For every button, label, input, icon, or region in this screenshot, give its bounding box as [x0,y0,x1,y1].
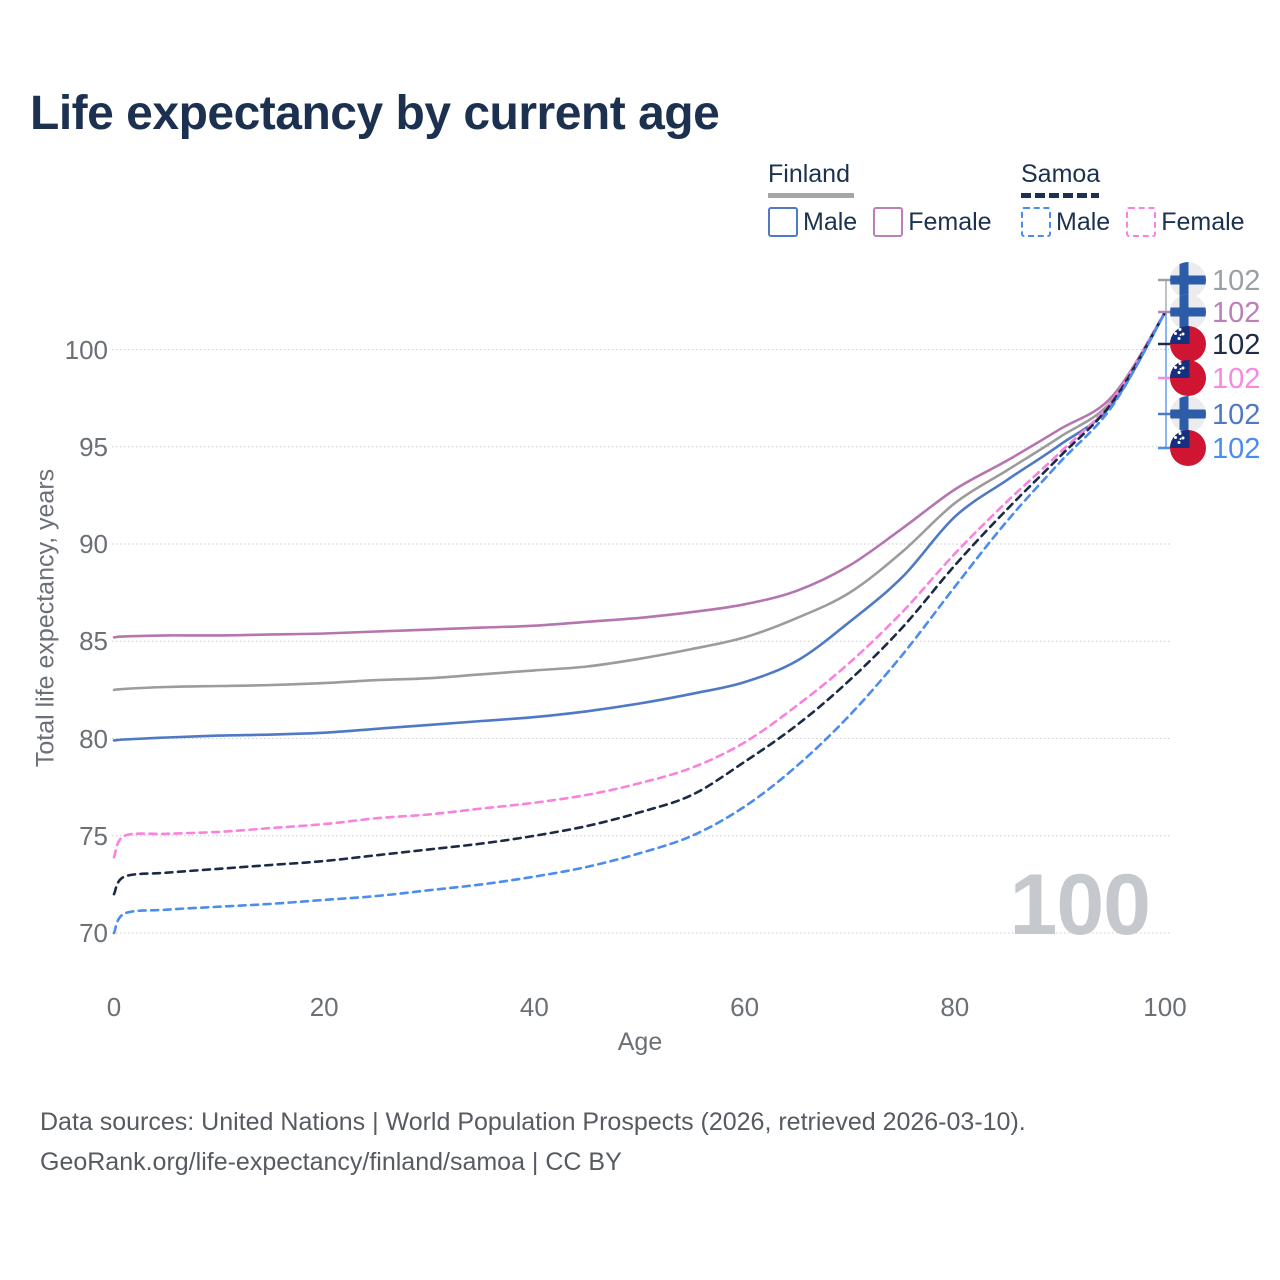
end-value-label-finland_female: 102 [1212,297,1260,329]
samoa-male-swatch-icon [1021,207,1051,237]
series-finland_male-line[interactable] [112,311,1167,742]
legend-item-label: Male [1056,207,1111,236]
x-tick-label-80: 80 [940,992,970,1022]
legend-item-label: Female [1161,207,1245,236]
legend-item-finland-male[interactable]: Male [768,207,857,237]
attribution-note: GeoRank.org/life-expectancy/finland/samo… [40,1148,622,1176]
legend-item-finland-female[interactable]: Female [873,207,992,237]
legend-items-samoa: Male Female [1021,207,1245,237]
x-axis-title: Age [617,1028,663,1056]
y-tick-label-85: 85 [79,626,108,657]
end-value-label-samoa_female: 102 [1212,363,1260,395]
series-samoa_male-line[interactable] [112,311,1167,935]
leader-line-down [1165,312,1170,449]
legend-line-sample-samoa [1021,193,1099,198]
legend-items-finland: Male Female [768,207,992,237]
flag-finland-icon [1170,262,1206,298]
finland-female-swatch-icon [873,207,904,237]
x-tick-label-20: 20 [309,992,339,1022]
finland-male-swatch-icon [768,207,798,237]
page-title: Life expectancy by current age [30,87,720,140]
y-tick-label-80: 80 [79,723,108,754]
legend-line-sample-finland [768,193,854,198]
end-value-label-samoa_male: 102 [1212,433,1260,465]
flag-samoa-icon [1170,430,1206,466]
legend-item-label: Male [803,207,858,236]
y-tick-label-90: 90 [79,529,108,559]
end-value-label-finland_total: 102 [1212,265,1260,297]
series-finland_female-line[interactable] [112,311,1167,639]
age-counter-watermark: 100 [1009,857,1151,953]
legend-item-samoa-male[interactable]: Male [1021,207,1110,237]
flag-samoa-icon [1170,326,1206,362]
legend-item-samoa-female[interactable]: Female [1126,207,1245,237]
series-samoa_female-line[interactable] [112,311,1167,859]
legend-item-label: Female [908,207,992,236]
x-tick-label-100: 100 [1143,992,1187,1022]
end-value-label-samoa_total: 102 [1212,329,1260,361]
x-tick-label-60: 60 [730,992,760,1022]
x-tick-label-40: 40 [519,992,549,1022]
y-tick-label-70: 70 [79,918,108,948]
legend-country-label-finland: Finland [768,160,850,188]
leader-line-up [1165,279,1170,314]
data-sources-note: Data sources: United Nations | World Pop… [40,1108,1026,1136]
flag-finland-icon [1170,294,1206,330]
legend-group-samoa: Samoa Male Female [1021,160,1245,237]
series-lines [112,311,1167,935]
end-label-leader-lines [1158,278,1170,450]
gridlines [112,349,1170,934]
y-axis-title: Total life expectancy, years [31,468,60,768]
y-tick-label-75: 75 [79,820,108,851]
series-samoa_total-line[interactable] [112,311,1167,896]
flag-samoa-icon [1170,360,1206,396]
flag-finland-icon [1170,396,1206,432]
y-tick-label-100: 100 [64,334,108,365]
x-tick-label-0: 0 [106,992,122,1022]
samoa-female-swatch-icon [1126,207,1157,237]
end-value-label-finland_male: 102 [1212,399,1260,431]
legend-country-label-samoa: Samoa [1021,160,1101,188]
legend-group-finland: Finland Male Female [768,160,992,237]
y-tick-label-95: 95 [79,431,108,462]
series-finland_total-line[interactable] [112,311,1167,692]
